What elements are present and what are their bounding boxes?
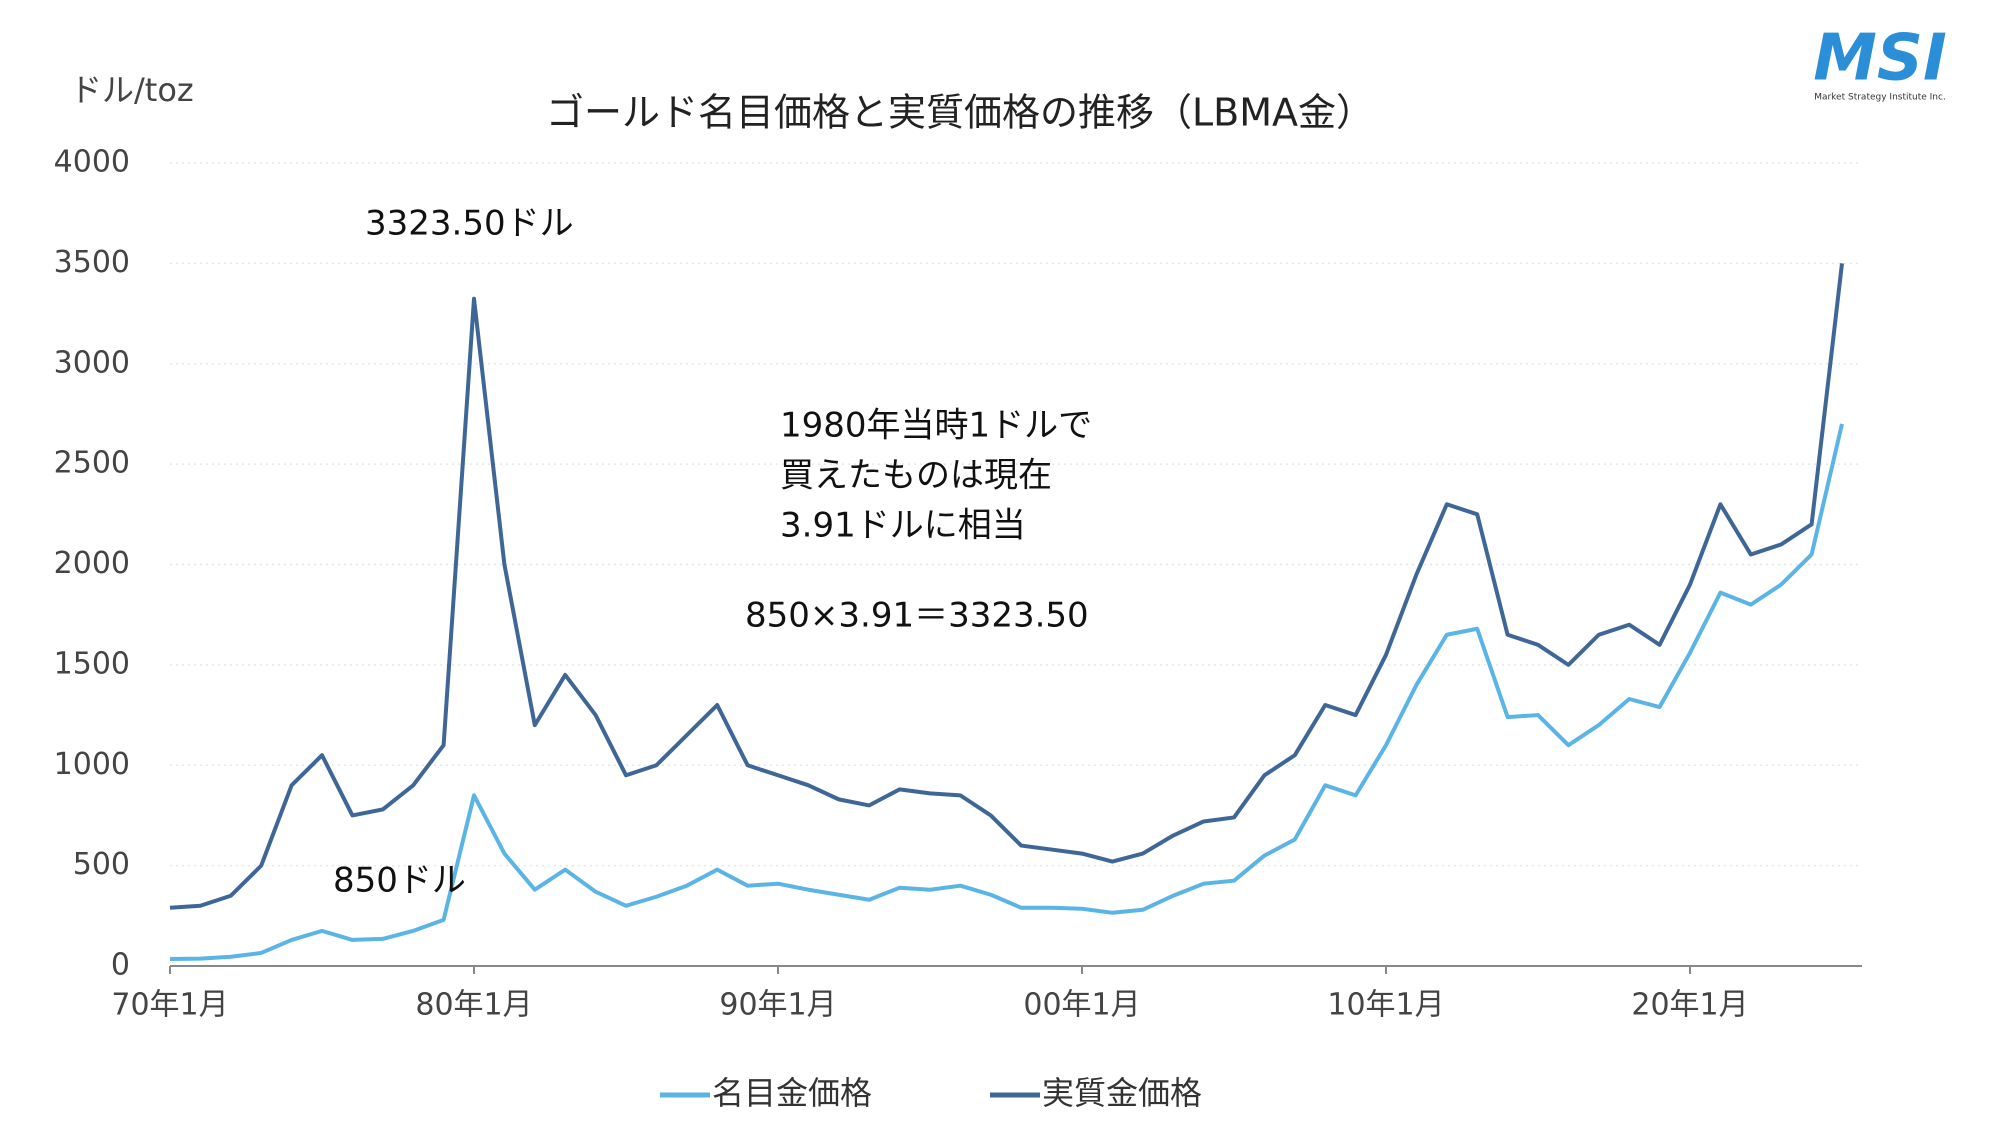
legend-label: 実質金価格	[1042, 1074, 1202, 1112]
y-tick-label: 1500	[54, 646, 130, 681]
x-tick-label: 20年1月	[1631, 988, 1748, 1023]
y-tick-label: 3500	[54, 245, 130, 280]
y-tick-label: 4000	[54, 145, 130, 180]
x-tick-label: 80年1月	[415, 988, 532, 1023]
series-line	[169, 263, 1844, 910]
legend-label: 名目金価格	[712, 1074, 872, 1112]
y-tick-label: 500	[73, 847, 130, 882]
y-axis-label: ドル/toz	[70, 71, 194, 109]
annotation: 3.91ドルに相当	[780, 506, 1026, 546]
annotation: 1980年当時1ドルで	[780, 406, 1092, 446]
logo-subtitle: Market Strategy Institute Inc.	[1814, 93, 1946, 103]
y-tick-label: 1000	[54, 747, 130, 782]
logo: MSI	[1813, 22, 1947, 96]
series-line	[169, 423, 1844, 961]
y-tick-label: 0	[111, 948, 130, 983]
annotation: 850×3.91＝3323.50	[745, 596, 1089, 636]
y-tick-label: 3000	[54, 345, 130, 380]
x-tick-label: 90年1月	[719, 988, 836, 1023]
annotation: 850ドル	[333, 861, 466, 901]
annotation: 3323.50ドル	[365, 204, 574, 244]
annotation: 買えたものは現在	[780, 456, 1052, 496]
chart-title: ゴールド名目価格と実質価格の推移（LBMA金）	[546, 91, 1374, 135]
y-tick-label: 2500	[54, 446, 130, 481]
x-tick-label: 70年1月	[111, 988, 228, 1023]
y-tick-label: 2000	[54, 546, 130, 581]
x-tick-label: 00年1月	[1023, 988, 1140, 1023]
x-tick-label: 10年1月	[1327, 988, 1444, 1023]
